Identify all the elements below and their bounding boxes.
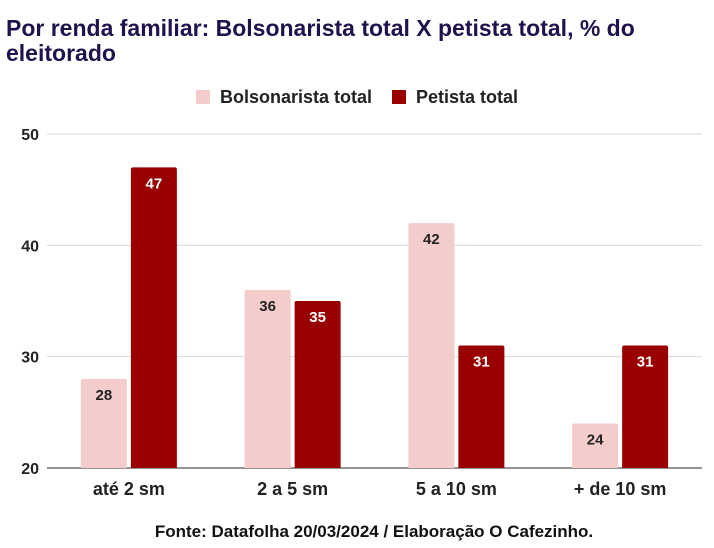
legend-swatch-bolsonarista — [195, 90, 210, 104]
data-label: 28 — [96, 387, 113, 404]
chart-title: Por renda familiar: Bolsonarista total X… — [6, 15, 635, 66]
bar — [294, 301, 341, 468]
data-label: 36 — [259, 298, 276, 315]
source-note: Fonte: Datafolha 20/03/2024 / Elaboração… — [154, 522, 594, 541]
x-tick-label: + de 10 sm — [574, 479, 667, 499]
bar — [244, 289, 291, 468]
y-tick-label: 20 — [21, 461, 39, 478]
legend-label-bolsonarista: Bolsonarista total — [219, 86, 372, 107]
x-tick-label: 5 a 10 sm — [416, 479, 497, 499]
y-tick-label: 30 — [21, 350, 39, 367]
data-label: 42 — [423, 231, 440, 248]
legend-item-petista: Petista total — [392, 87, 518, 108]
y-tick-label: 50 — [21, 127, 39, 144]
x-tick-label: até 2 sm — [93, 479, 165, 499]
bar — [80, 378, 127, 468]
legend: Bolsonarista total Petista total — [0, 86, 714, 108]
bar — [408, 223, 455, 468]
bar — [458, 345, 505, 468]
data-label: 24 — [587, 431, 604, 448]
legend-label-petista: Petista total — [416, 86, 519, 107]
data-label: 47 — [146, 175, 163, 192]
data-label: 35 — [309, 309, 326, 326]
legend-item-bolsonarista: Bolsonarista total — [195, 86, 372, 108]
bar — [130, 167, 177, 468]
data-label: 31 — [473, 354, 490, 371]
y-tick-label: 40 — [21, 238, 39, 255]
x-tick-label: 2 a 5 sm — [257, 479, 328, 499]
data-label: 31 — [637, 354, 654, 371]
bar — [572, 423, 619, 468]
bar — [622, 345, 669, 468]
legend-swatch-petista — [392, 90, 406, 104]
